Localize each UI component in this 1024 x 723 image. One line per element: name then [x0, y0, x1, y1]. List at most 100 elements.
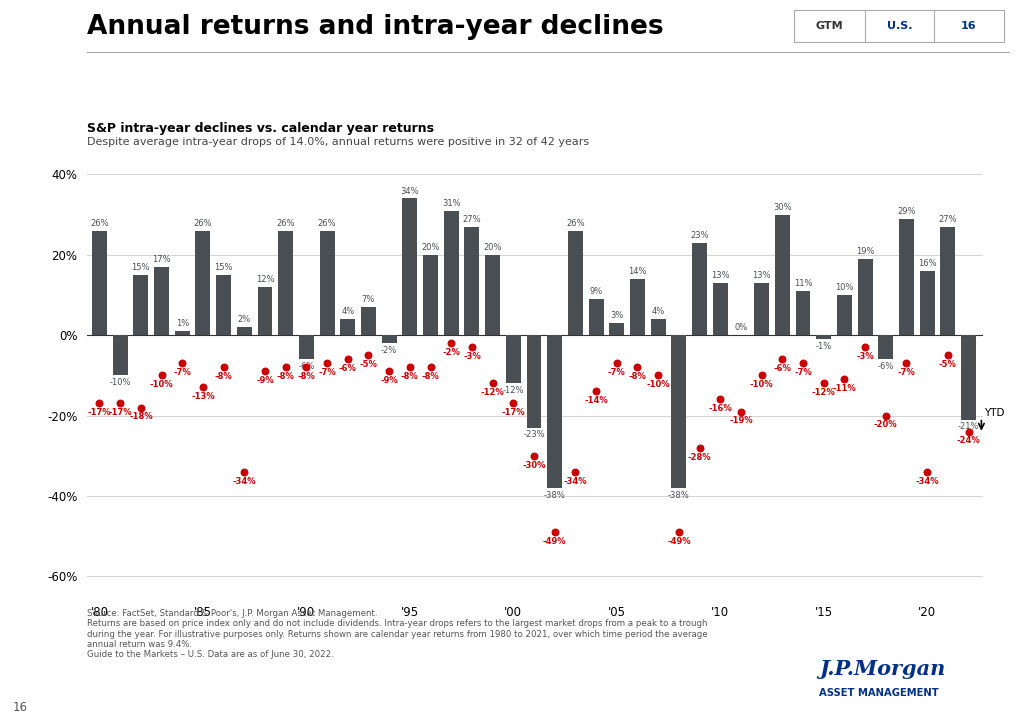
Text: -1%: -1% — [815, 342, 831, 351]
Text: 4%: 4% — [341, 307, 354, 316]
Point — [837, 374, 853, 385]
Text: -8%: -8% — [401, 372, 419, 381]
Text: -3%: -3% — [856, 352, 873, 361]
Point — [91, 398, 108, 409]
Point — [381, 366, 397, 377]
Bar — [216, 275, 231, 335]
Text: Annual returns and intra-year declines: Annual returns and intra-year declines — [87, 14, 664, 40]
Bar — [940, 226, 955, 335]
Text: 2%: 2% — [238, 315, 251, 325]
Text: 4%: 4% — [651, 307, 665, 316]
Text: -49%: -49% — [667, 537, 690, 546]
Text: -6%: -6% — [773, 364, 792, 373]
Point — [484, 377, 501, 389]
Bar — [506, 335, 521, 383]
Text: 20%: 20% — [483, 243, 502, 252]
Text: Despite average intra-year drops of 14.0%, annual returns were positive in 32 of: Despite average intra-year drops of 14.0… — [87, 137, 589, 147]
Point — [857, 341, 873, 353]
Bar — [361, 307, 376, 335]
Text: -7%: -7% — [898, 368, 915, 377]
Point — [815, 377, 831, 389]
Text: 9%: 9% — [590, 287, 603, 296]
Bar — [113, 335, 128, 375]
Text: -34%: -34% — [563, 476, 587, 486]
Text: -10%: -10% — [150, 380, 173, 389]
Text: S&P intra-year declines vs. calendar year returns: S&P intra-year declines vs. calendar yea… — [87, 121, 434, 134]
Text: -13%: -13% — [191, 393, 215, 401]
Text: -38%: -38% — [668, 491, 690, 500]
Point — [898, 357, 914, 369]
Text: YTD: YTD — [984, 408, 1005, 418]
Text: -5%: -5% — [359, 360, 378, 369]
Bar — [175, 331, 189, 335]
Text: 11%: 11% — [794, 279, 812, 288]
Point — [422, 362, 438, 373]
Point — [154, 369, 170, 381]
Bar — [816, 335, 831, 339]
Text: -17%: -17% — [502, 408, 525, 417]
Text: 20%: 20% — [421, 243, 439, 252]
Bar — [133, 275, 148, 335]
Text: U.S.: U.S. — [887, 21, 912, 31]
Bar — [692, 243, 707, 335]
Text: -11%: -11% — [833, 384, 856, 393]
Point — [608, 357, 625, 369]
Bar — [672, 335, 686, 488]
Bar — [92, 231, 106, 335]
Bar — [713, 283, 728, 335]
Text: 30%: 30% — [773, 202, 792, 212]
Bar — [650, 319, 666, 335]
Text: -8%: -8% — [629, 372, 646, 381]
Text: -6%: -6% — [878, 362, 894, 371]
Text: 23%: 23% — [690, 231, 709, 240]
Point — [401, 362, 418, 373]
Point — [961, 426, 977, 437]
Text: -10%: -10% — [646, 380, 670, 389]
Text: -7%: -7% — [318, 368, 336, 377]
Point — [298, 362, 314, 373]
Text: ASSET MANAGEMENT: ASSET MANAGEMENT — [819, 688, 939, 698]
Point — [278, 362, 294, 373]
Text: 16: 16 — [962, 21, 977, 31]
Text: -14%: -14% — [585, 396, 608, 406]
Text: 16: 16 — [12, 701, 28, 714]
Bar — [962, 335, 976, 419]
Text: 14%: 14% — [628, 267, 647, 276]
Bar — [589, 299, 603, 335]
Bar — [319, 231, 335, 335]
Text: 29%: 29% — [897, 207, 915, 215]
Point — [257, 366, 273, 377]
Point — [754, 369, 770, 381]
Bar — [796, 291, 810, 335]
Text: -6%: -6% — [298, 362, 314, 371]
Point — [547, 526, 563, 538]
Point — [133, 402, 150, 414]
Bar — [858, 259, 872, 335]
Point — [774, 354, 791, 365]
Text: 19%: 19% — [856, 247, 874, 256]
Text: 17%: 17% — [153, 255, 171, 264]
Text: 13%: 13% — [711, 271, 729, 280]
Text: 15%: 15% — [132, 263, 151, 272]
Text: -12%: -12% — [480, 388, 505, 397]
Text: -34%: -34% — [232, 476, 256, 486]
Text: -5%: -5% — [939, 360, 956, 369]
Text: -20%: -20% — [873, 420, 898, 429]
Text: 12%: 12% — [256, 275, 274, 284]
Text: 27%: 27% — [463, 215, 481, 224]
Point — [878, 410, 894, 422]
Text: -16%: -16% — [709, 404, 732, 414]
Text: -6%: -6% — [339, 364, 356, 373]
Text: -10%: -10% — [110, 378, 131, 387]
Text: -17%: -17% — [109, 408, 132, 417]
Bar — [920, 271, 935, 335]
Bar — [299, 335, 313, 359]
Bar — [382, 335, 396, 343]
Text: 31%: 31% — [442, 199, 461, 208]
Text: -24%: -24% — [956, 437, 980, 445]
Text: -21%: -21% — [957, 422, 979, 432]
Text: 13%: 13% — [753, 271, 771, 280]
Text: -12%: -12% — [812, 388, 836, 397]
Text: 0%: 0% — [734, 323, 748, 333]
Bar — [279, 231, 293, 335]
